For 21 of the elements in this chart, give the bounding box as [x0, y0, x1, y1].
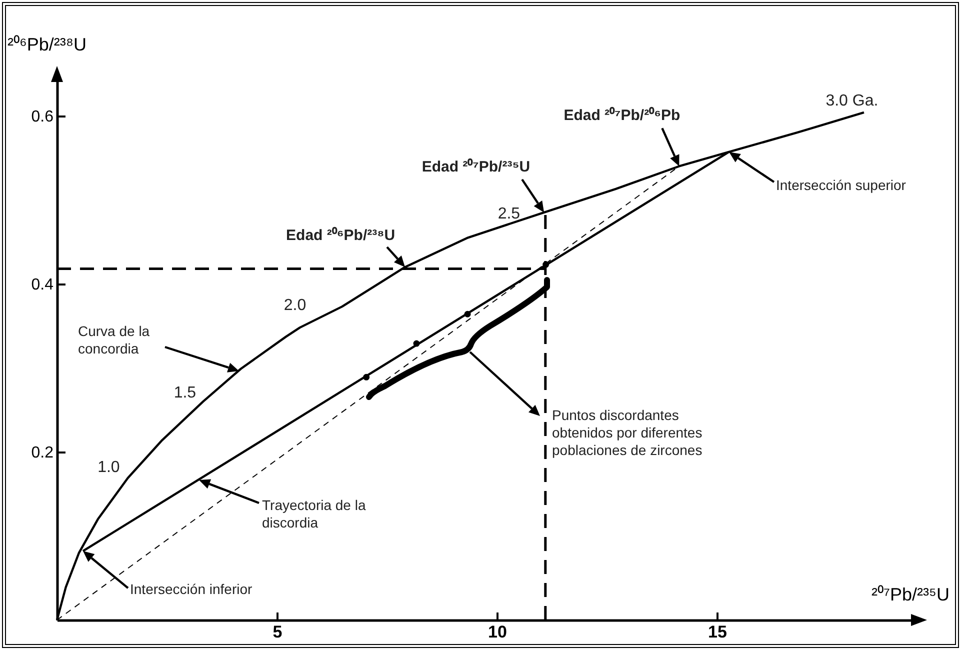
x-tick-label: 5 — [272, 622, 282, 642]
annotation: Puntos discordantes obtenidos por diferentes poblaciones de zircones — [552, 407, 702, 458]
y-tick-label: 0.2 — [31, 444, 54, 462]
annotation: Intersección inferior — [130, 581, 253, 597]
annotation: 2.5 — [498, 205, 520, 222]
annotation: 1.0 — [98, 458, 120, 476]
x-tick-label: 15 — [708, 622, 727, 642]
y-axis-title: ²⁰⁶Pb/²³⁸U — [8, 34, 87, 54]
y-tick-label: 0.6 — [31, 108, 54, 126]
annotation: Edad ²⁰⁷Pb/²⁰⁶Pb — [564, 106, 680, 124]
annotation: 3.0 Ga. — [826, 92, 878, 110]
annotation: Intersección superior — [776, 177, 906, 193]
y-tick-label: 0.4 — [31, 276, 54, 294]
annotation: 1.5 — [174, 384, 196, 402]
annotation: 2.0 — [284, 296, 306, 314]
annotation: Edad ²⁰⁷Pb/²³⁵U — [422, 157, 530, 176]
x-tick-label: 10 — [488, 622, 507, 642]
annotation: Trayectoria de la discordia — [262, 497, 366, 530]
x-axis-title: ²⁰⁷Pb/²³⁵U — [872, 584, 950, 604]
annotation: Curva de la concordia — [78, 323, 150, 356]
annotation: Edad ²⁰⁶Pb/²³⁸U — [286, 226, 396, 244]
